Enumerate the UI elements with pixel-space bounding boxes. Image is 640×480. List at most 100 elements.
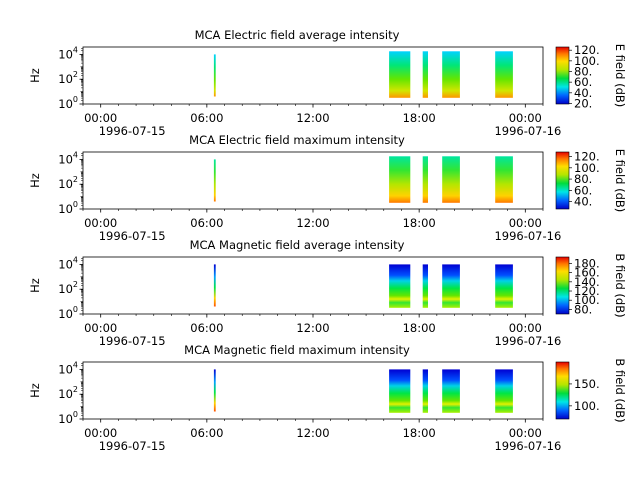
panel-3: MCA Magnetic field average intensity 00:0… xyxy=(28,238,627,348)
y-tick-base: 10 xyxy=(58,47,73,61)
colorbar xyxy=(555,46,570,105)
colorbar-tick-label: 80. xyxy=(574,302,592,316)
y-tick-base: 10 xyxy=(58,257,73,271)
x-tick-label: 12:00 xyxy=(296,216,329,230)
heatmap-strip xyxy=(213,369,216,412)
panel-4: MCA Magnetic field maximum intensity 00:0… xyxy=(28,343,627,453)
y-tick-exponent: 4 xyxy=(73,255,78,264)
x-tick-label: 00:00 xyxy=(84,111,117,125)
panels-layer: MCA Electric field average intensity 00:0… xyxy=(28,28,627,453)
heatmap-strip xyxy=(422,264,428,308)
colorbar-tick-label: 120. xyxy=(574,43,600,57)
colorbar-tick-label: 40. xyxy=(574,86,592,100)
axes-frame xyxy=(82,361,544,420)
y-tick-base: 10 xyxy=(58,282,73,296)
colorbar-tick-label: 80. xyxy=(574,65,592,79)
y-tick-label: 104 xyxy=(58,150,78,166)
heatmap-strip xyxy=(495,369,513,413)
y-tick-exponent: 4 xyxy=(73,150,78,159)
x-tick-label: 18:00 xyxy=(403,426,436,440)
y-axis-label: Hz xyxy=(28,173,42,188)
colorbar-tick-label: 20. xyxy=(574,96,592,110)
colorbar-tick-label: 100. xyxy=(574,161,600,175)
heatmap-strip xyxy=(422,156,428,203)
y-tick-base: 10 xyxy=(58,412,73,426)
heatmap-strip xyxy=(389,264,411,308)
y-tick-base: 10 xyxy=(58,177,73,191)
heatmap-strip xyxy=(389,51,411,98)
heatmap-strip xyxy=(389,156,411,203)
panel-title: MCA Electric field average intensity xyxy=(195,28,400,42)
y-tick-base: 10 xyxy=(58,362,73,376)
x-tick-label: 00:00 xyxy=(509,111,542,125)
colorbar-tick-label: 100. xyxy=(574,293,600,307)
x-tick-label: 06:00 xyxy=(190,426,223,440)
colorbar xyxy=(555,361,570,420)
y-tick-exponent: 2 xyxy=(73,280,78,289)
x-tick-label: 00:00 xyxy=(509,426,542,440)
y-tick-exponent: 4 xyxy=(73,45,78,54)
panel-1: MCA Electric field average intensity 00:0… xyxy=(28,28,627,138)
heatmap-strip xyxy=(442,156,460,203)
x-tick-label: 00:00 xyxy=(84,426,117,440)
y-tick-exponent: 2 xyxy=(73,385,78,394)
x-tick-label: 06:00 xyxy=(190,321,223,335)
y-tick-label: 100 xyxy=(58,305,78,321)
x-tick-label: 18:00 xyxy=(403,216,436,230)
y-tick-label: 104 xyxy=(58,360,78,376)
x-tick-label: 12:00 xyxy=(296,426,329,440)
y-tick-exponent: 0 xyxy=(73,200,78,209)
y-axis-label: Hz xyxy=(28,383,42,398)
colorbar-tick-label: 100. xyxy=(574,399,600,413)
axes-frame xyxy=(82,46,544,105)
y-tick-exponent: 4 xyxy=(73,360,78,369)
colorbar-label: B field (dB) xyxy=(613,358,627,422)
colorbar-tick-label: 60. xyxy=(574,183,592,197)
heatmap-strip xyxy=(213,264,216,307)
colorbar-tick-label: 120. xyxy=(574,284,600,298)
x-tick-label: 06:00 xyxy=(190,111,223,125)
colorbar-tick-label: 120. xyxy=(574,150,600,164)
x-date-label: 1996-07-16 xyxy=(494,229,561,243)
x-date-label: 1996-07-15 xyxy=(99,334,166,348)
heatmap-strip xyxy=(442,369,460,413)
y-tick-label: 104 xyxy=(58,255,78,271)
x-tick-label: 00:00 xyxy=(84,321,117,335)
heatmap-strip xyxy=(495,156,513,203)
colorbar-tick-label: 80. xyxy=(574,172,592,186)
x-tick-label: 18:00 xyxy=(403,111,436,125)
heatmap-strip xyxy=(422,369,428,413)
heatmap-strip xyxy=(495,264,513,308)
colorbar-tick-label: 180. xyxy=(574,256,600,270)
colorbar-tick-label: 100. xyxy=(574,54,600,68)
colorbar-label: E field (dB) xyxy=(613,44,627,108)
heatmap-strip xyxy=(495,51,513,98)
panel-title: MCA Magnetic field maximum intensity xyxy=(184,343,410,357)
y-tick-exponent: 0 xyxy=(73,410,78,419)
y-tick-exponent: 0 xyxy=(73,95,78,104)
x-tick-label: 00:00 xyxy=(84,216,117,230)
heatmap-strip xyxy=(213,54,216,97)
panel-title: MCA Electric field maximum intensity xyxy=(189,133,405,147)
x-date-label: 1996-07-16 xyxy=(494,439,561,453)
panel-title: MCA Magnetic field average intensity xyxy=(190,238,405,252)
y-tick-label: 100 xyxy=(58,95,78,111)
x-tick-label: 06:00 xyxy=(190,216,223,230)
x-date-label: 1996-07-15 xyxy=(99,229,166,243)
x-tick-label: 12:00 xyxy=(296,321,329,335)
y-tick-exponent: 0 xyxy=(73,305,78,314)
colorbar xyxy=(555,151,570,210)
y-tick-base: 10 xyxy=(58,72,73,86)
colorbar-tick-label: 160. xyxy=(574,266,600,280)
heatmap-strip xyxy=(422,51,428,98)
colorbar-tick-label: 60. xyxy=(574,75,592,89)
colorbar xyxy=(555,256,570,315)
y-tick-base: 10 xyxy=(58,202,73,216)
y-tick-base: 10 xyxy=(58,97,73,111)
x-tick-label: 18:00 xyxy=(403,321,436,335)
y-tick-exponent: 2 xyxy=(73,175,78,184)
x-date-label: 1996-07-15 xyxy=(99,439,166,453)
heatmap-strip xyxy=(442,51,460,98)
colorbar-label: E field (dB) xyxy=(613,149,627,213)
